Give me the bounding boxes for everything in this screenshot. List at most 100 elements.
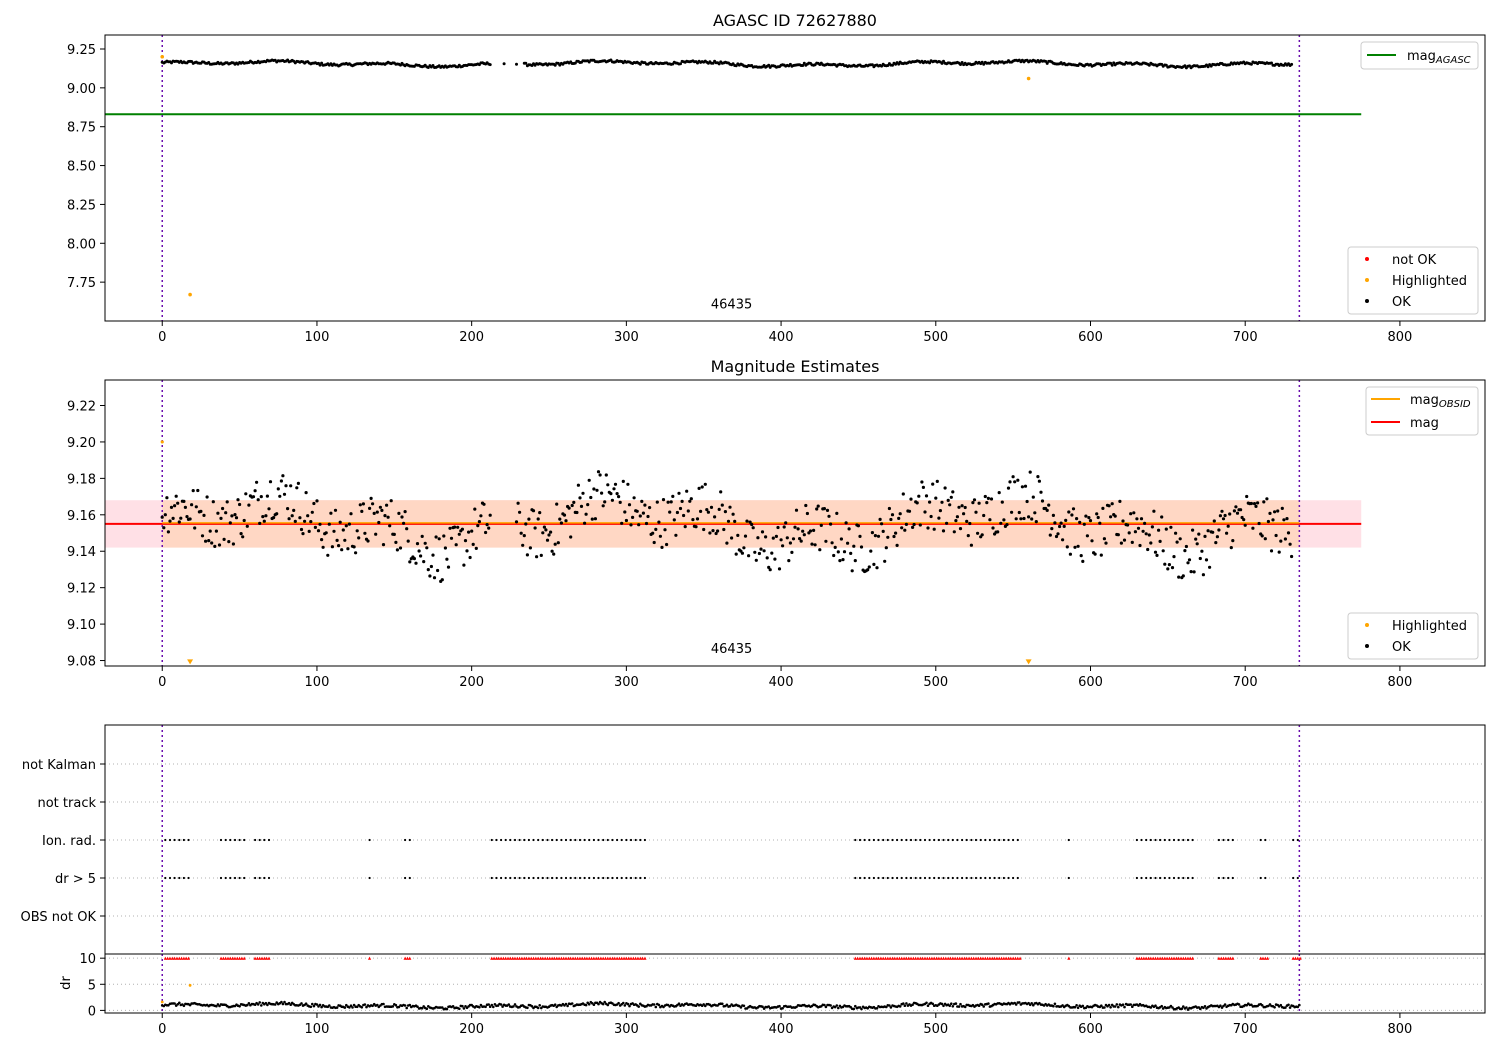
dr-capped-marker — [879, 956, 883, 960]
data-point-ok — [185, 515, 189, 519]
data-point-dr — [1076, 1006, 1080, 1010]
data-point-ok — [991, 526, 995, 530]
data-point-ok — [1212, 519, 1216, 523]
dr-capped-marker — [564, 956, 568, 960]
data-point-ok — [626, 482, 630, 486]
dr-capped-marker — [531, 956, 536, 960]
flag-point — [979, 876, 982, 880]
flag-point — [984, 838, 987, 842]
data-point-dr — [451, 1005, 455, 1008]
flag-point — [1154, 876, 1157, 880]
data-point-ok — [1028, 470, 1032, 474]
data-point-ok — [1025, 499, 1029, 504]
dr-capped-marker — [582, 956, 587, 960]
x-tick-label: 300 — [614, 1022, 639, 1037]
data-point-ok — [272, 516, 276, 520]
data-point-ok — [564, 519, 568, 523]
flag-point — [900, 838, 903, 842]
data-point-ok — [578, 496, 582, 500]
data-point-ok — [810, 542, 814, 546]
flag-point — [1172, 838, 1176, 842]
data-point-ok — [219, 516, 223, 521]
data-point-ok — [1067, 510, 1071, 514]
data-point-ok — [802, 533, 806, 537]
data-point-ok — [415, 542, 420, 546]
dr-capped-marker — [890, 956, 895, 960]
data-point-ok — [940, 61, 944, 65]
data-point-ok — [620, 521, 624, 525]
dr-capped-marker — [557, 956, 561, 960]
data-point-ok — [230, 514, 234, 518]
data-point-ok — [453, 525, 457, 529]
data-point-ok — [316, 529, 321, 533]
data-point-ok — [324, 531, 328, 535]
data-point-ok — [449, 536, 454, 540]
flag-point — [238, 876, 241, 880]
flag-point — [974, 838, 978, 842]
dr-capped-marker — [566, 956, 570, 960]
flag-point — [229, 876, 232, 880]
data-point-ok — [1225, 531, 1229, 535]
dr-capped-marker — [186, 956, 191, 960]
data-point-ok — [912, 522, 916, 527]
flag-point — [368, 838, 371, 842]
dr-capped-marker — [260, 956, 264, 960]
data-point-ok — [1085, 534, 1089, 538]
data-point-ok — [332, 529, 336, 533]
data-point-ok — [425, 546, 429, 550]
data-point-ok — [901, 492, 905, 496]
flag-point — [1186, 838, 1190, 842]
flag-point — [164, 876, 167, 880]
dr-capped-marker — [226, 956, 230, 960]
flag-point — [504, 876, 507, 880]
data-point-dr — [304, 1002, 308, 1005]
data-point-ok — [731, 512, 735, 516]
data-point-ok — [321, 545, 325, 549]
data-point-ok — [1249, 62, 1253, 66]
data-point-ok — [869, 549, 873, 553]
data-point-ok — [182, 499, 186, 503]
data-point-ok — [380, 508, 384, 512]
flag-point — [956, 838, 959, 842]
data-point-ok — [1208, 565, 1212, 569]
flag-point — [233, 876, 237, 880]
data-point-ok — [976, 531, 980, 535]
data-point-ok — [341, 528, 345, 532]
data-point-ok — [1110, 502, 1114, 506]
data-point-ok — [1099, 553, 1103, 557]
x-tick-label: 400 — [769, 1022, 794, 1037]
data-point-ok — [1048, 533, 1052, 537]
flag-point — [537, 876, 540, 880]
data-point-ok — [536, 517, 540, 521]
data-point-dr — [312, 1004, 316, 1008]
data-point-dr — [309, 1005, 313, 1009]
panel-flags: OBS not OK dr > 5 Ion. rad. not track not Ka… — [21, 724, 1486, 955]
data-point-highlighted — [160, 1000, 164, 1004]
data-point-ok — [980, 533, 984, 537]
data-point-ok — [618, 500, 622, 504]
data-point-ok — [776, 525, 780, 530]
flag-point — [1145, 876, 1148, 880]
dr-capped-marker — [522, 956, 526, 960]
flag-point — [1012, 876, 1015, 880]
data-point-ok — [193, 526, 197, 530]
flag-point — [947, 838, 950, 842]
data-point-ok — [312, 501, 316, 506]
dr-capped-marker — [1293, 956, 1298, 960]
data-point-dr — [1284, 1006, 1287, 1009]
flag-point — [263, 876, 266, 880]
dr-capped-marker — [976, 956, 980, 960]
data-point-ok — [1104, 541, 1108, 545]
dr-capped-marker — [1181, 956, 1185, 960]
data-point-dr — [597, 1002, 600, 1006]
data-point-ok — [839, 537, 844, 541]
data-point-dr — [283, 1000, 286, 1004]
data-point-ok — [222, 537, 226, 542]
flag-point — [891, 876, 894, 880]
data-point-ok — [405, 527, 409, 531]
flag-point — [1259, 876, 1262, 880]
data-point-ok — [717, 507, 721, 511]
dr-capped-marker — [638, 956, 642, 960]
data-point-ok — [655, 500, 659, 504]
